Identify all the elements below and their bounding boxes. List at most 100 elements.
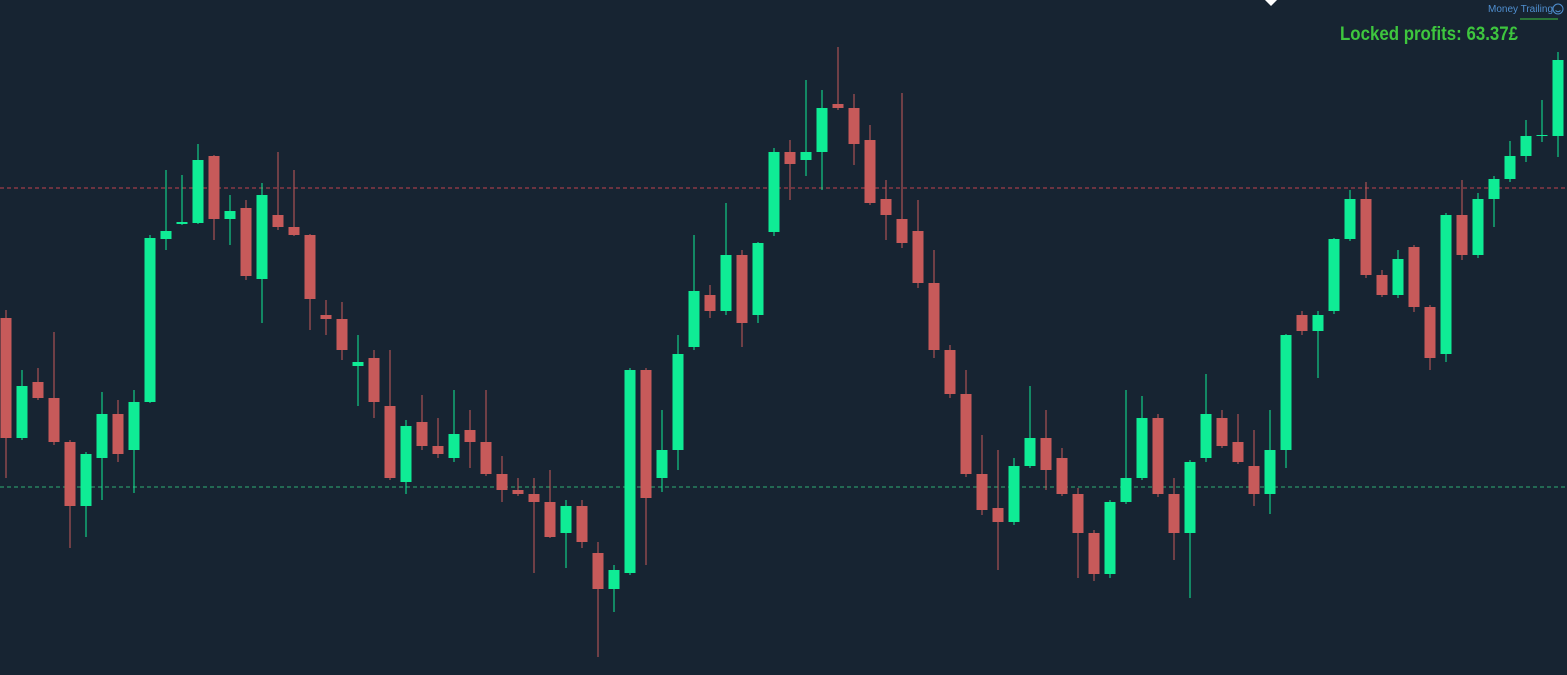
candle-body [1056,458,1068,494]
candle-body [1328,239,1340,311]
candle-body [528,494,540,502]
candle-body [112,414,124,454]
candle-body [592,553,604,589]
candle-body [512,490,524,494]
candle-body [1008,466,1020,522]
candle-body [1536,135,1548,136]
candle-body [1376,275,1388,295]
candle-body [800,152,812,160]
candle-body [640,370,652,498]
candle-body [32,382,44,398]
candle-body [64,442,76,506]
candle-body [448,434,460,458]
candle-body [144,238,156,402]
candle-body [288,227,300,235]
candle-body [1168,494,1180,533]
candle-body [1360,199,1372,275]
candle-body [1408,247,1420,307]
candle-body [832,104,844,108]
candle-body [1472,199,1484,255]
candle-body [224,211,236,219]
candle-body [736,255,748,323]
candle-body [960,394,972,474]
candle-body [1152,418,1164,494]
candle-body [992,508,1004,522]
candle-body [560,506,572,533]
candle-body [1248,466,1260,494]
levels [0,187,1567,488]
candle-body [480,442,492,474]
candle-body [1488,179,1500,199]
cursor-marker [1265,0,1277,6]
candle-body [976,474,988,510]
candle-body [128,402,140,450]
candle-body [1024,438,1036,466]
candle-body [720,255,732,311]
candle-body [0,318,12,438]
candle-body [784,152,796,164]
candle-body [1216,418,1228,446]
candle-body [1280,335,1292,450]
candle-body [1552,60,1564,136]
candle-body [1424,307,1436,358]
candle-body [16,386,28,438]
candle-body [672,354,684,450]
candles [0,47,1564,657]
candle-body [1296,315,1308,331]
candle-body [1104,502,1116,574]
candle-body [1264,450,1276,494]
candle-body [192,160,204,223]
money-trailing-label[interactable]: Money Trailing [1488,4,1553,15]
candle-body [752,243,764,315]
candle-body [496,474,508,490]
smiley-mouth [1555,10,1561,13]
candle-body [1088,533,1100,574]
candle-body [896,219,908,243]
candle-body [48,398,60,442]
candle-body [320,315,332,319]
candle-body [1504,156,1516,179]
candle-body [240,208,252,276]
candle-body [416,422,428,446]
candle-body [208,156,220,219]
candle-body [576,506,588,542]
candle-body [688,291,700,347]
candle-body [1200,414,1212,458]
candle-body [1440,215,1452,354]
candle-body [864,140,876,203]
candle-body [848,108,860,144]
candle-body [624,370,636,573]
candle-body [912,231,924,283]
candle-body [176,222,188,224]
candle-body [368,358,380,402]
candle-body [704,295,716,311]
candle-body [608,570,620,589]
candle-body [1120,478,1132,502]
candle-body [1312,315,1324,331]
candle-body [400,426,412,482]
candle-body [656,450,668,478]
candle-body [1520,136,1532,156]
candle-body [272,215,284,227]
candle-body [944,350,956,394]
smiley-icon [1552,3,1564,15]
candle-body [336,319,348,350]
candle-body [304,235,316,299]
candle-body [768,152,780,232]
candle-body [1392,259,1404,295]
locked-profits: Locked profits: 63.37£ [1340,24,1518,45]
candle-body [1136,418,1148,478]
candle-body [256,195,268,279]
candle-body [96,414,108,458]
candle-body [1184,462,1196,533]
candle-body [928,283,940,350]
candle-body [384,406,396,478]
candle-body [1344,199,1356,239]
candle-body [1232,442,1244,462]
candle-body [1072,494,1084,533]
candle-body [544,502,556,537]
candle-body [160,231,172,239]
candle-body [880,199,892,215]
